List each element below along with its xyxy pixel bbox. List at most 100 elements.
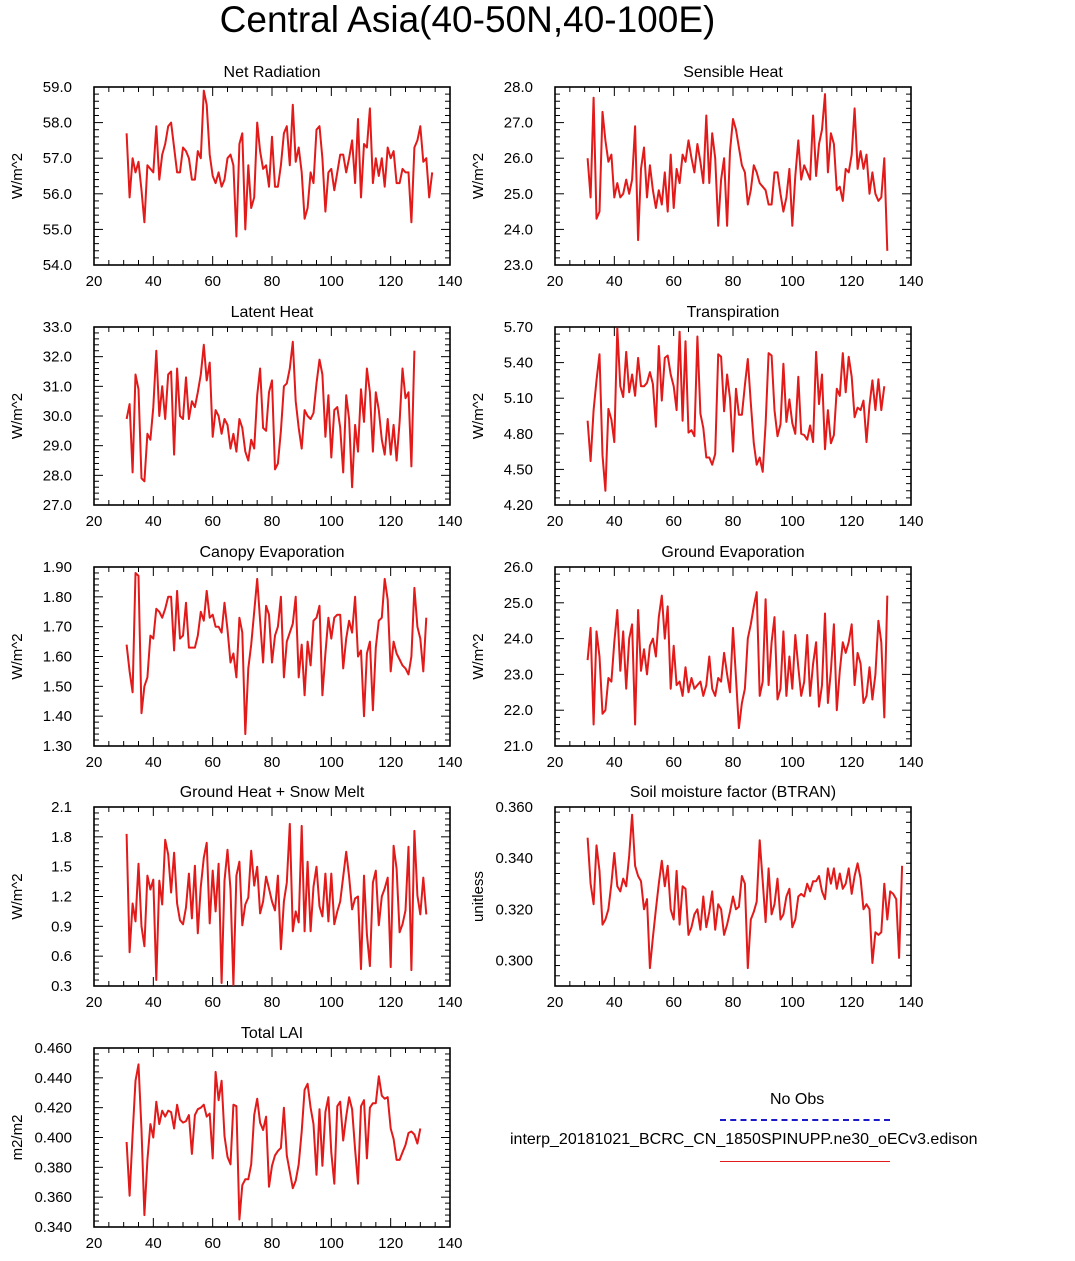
chart-title: Ground Evaporation (661, 544, 804, 561)
x-tick-label: 40 (145, 994, 162, 1011)
chart-title: Total LAI (241, 1025, 303, 1042)
x-tick-label: 80 (725, 513, 742, 530)
x-tick-label: 140 (898, 513, 923, 530)
y-tick-label: 5.40 (504, 355, 533, 372)
chart-panel-6: Ground Evaporation 20 40 60 80 100 120 140 21.0 2… (470, 544, 924, 771)
y-tick-label: 1.40 (43, 708, 72, 725)
y-tick-label: 30.0 (43, 408, 72, 425)
x-tick-label: 40 (145, 513, 162, 530)
x-tick-label: 140 (898, 273, 923, 290)
y-tick-label: 1.30 (43, 738, 72, 755)
y-tick-label: 0.340 (495, 850, 533, 867)
y-tick-label: 4.80 (504, 426, 533, 443)
x-tick-label: 100 (780, 513, 805, 530)
x-tick-label: 80 (264, 994, 281, 1011)
chart-title: Net Radiation (224, 64, 321, 81)
x-tick-label: 60 (665, 513, 682, 530)
legend-model-line (720, 1161, 890, 1162)
x-tick-label: 80 (725, 273, 742, 290)
x-tick-label: 120 (378, 513, 403, 530)
series-line (586, 813, 904, 970)
y-tick-label: 54.0 (43, 257, 72, 274)
y-tick-label: 58.0 (43, 115, 72, 132)
x-tick-label: 120 (839, 273, 864, 290)
x-tick-label: 60 (204, 754, 221, 771)
chart-title: Soil moisture factor (BTRAN) (630, 784, 836, 801)
y-axis-label: m2/m2 (9, 1115, 26, 1161)
x-tick-label: 80 (725, 994, 742, 1011)
y-tick-label: 25.0 (504, 595, 533, 612)
x-tick-label: 80 (264, 513, 281, 530)
y-tick-label: 57.0 (43, 150, 72, 167)
y-tick-label: 0.320 (495, 901, 533, 918)
y-tick-label: 32.0 (43, 349, 72, 366)
y-tick-label: 0.400 (34, 1130, 72, 1147)
x-tick-label: 140 (437, 273, 462, 290)
y-tick-label: 4.20 (504, 497, 533, 514)
x-tick-label: 80 (725, 754, 742, 771)
x-tick-label: 40 (145, 1235, 162, 1252)
x-tick-label: 80 (264, 1235, 281, 1252)
y-tick-label: 26.0 (504, 559, 533, 576)
chart-panel-1: Net Radiation 20 40 60 80 100 120 140 54.0 55.0 56… (9, 64, 463, 290)
y-tick-label: 4.50 (504, 461, 533, 478)
y-axis-label: W/m^2 (470, 393, 487, 439)
chart-title: Sensible Heat (683, 64, 783, 81)
y-tick-label: 1.60 (43, 649, 72, 666)
x-tick-label: 100 (780, 994, 805, 1011)
x-tick-label: 100 (319, 754, 344, 771)
y-tick-label: 0.440 (34, 1070, 72, 1087)
chart-panel-9: Total LAI 20 40 60 80 100 120 140 0.340 0.360 0.38… (9, 1025, 463, 1252)
y-axis-label: unitless (470, 871, 487, 922)
legend-model-label: interp_20181021_BCRC_CN_1850SPINUPP.ne30… (510, 1131, 978, 1148)
x-tick-label: 120 (839, 994, 864, 1011)
y-tick-label: 28.0 (504, 79, 533, 96)
y-axis-label: W/m^2 (9, 393, 26, 439)
y-tick-label: 0.360 (495, 799, 533, 816)
series-line (125, 1063, 422, 1221)
x-tick-label: 40 (606, 513, 623, 530)
series-line (586, 327, 886, 492)
y-tick-label: 31.0 (43, 378, 72, 395)
chart-panel-3: Latent Heat 20 40 60 80 100 120 140 27.0 28.0 29.0… (9, 304, 463, 530)
chart-title: Latent Heat (231, 304, 314, 321)
x-tick-label: 100 (780, 754, 805, 771)
x-tick-label: 120 (378, 273, 403, 290)
x-tick-label: 20 (86, 994, 103, 1011)
chart-panel-8: Soil moisture factor (BTRAN) 20 40 60 80 100 1… (470, 784, 924, 1011)
y-tick-label: 1.90 (43, 559, 72, 576)
y-tick-label: 0.340 (34, 1219, 72, 1236)
y-tick-label: 0.9 (51, 918, 72, 935)
page-title: Central Asia(40-50N,40-100E) (219, 0, 716, 40)
x-tick-label: 40 (606, 273, 623, 290)
y-tick-label: 1.2 (51, 889, 72, 906)
plot-frame (93, 1047, 451, 1228)
chart-panel-2: Sensible Heat 20 40 60 80 100 120 140 23.0 24.0 25… (470, 64, 924, 290)
x-tick-label: 60 (204, 994, 221, 1011)
y-tick-label: 55.0 (43, 221, 72, 238)
y-tick-label: 22.0 (504, 702, 533, 719)
x-tick-label: 20 (547, 994, 564, 1011)
y-tick-label: 0.360 (34, 1189, 72, 1206)
x-tick-label: 140 (437, 994, 462, 1011)
chart-title: Transpiration (687, 304, 780, 321)
y-tick-label: 25.0 (504, 186, 533, 203)
chart-panel-5: Canopy Evaporation 20 40 60 80 100 120 140 1.30 1… (9, 544, 463, 771)
y-tick-label: 24.0 (504, 221, 533, 238)
y-tick-label: 27.0 (504, 115, 533, 132)
x-tick-label: 80 (264, 754, 281, 771)
chart-title: Ground Heat + Snow Melt (180, 784, 365, 801)
y-tick-label: 1.5 (51, 859, 72, 876)
x-tick-label: 20 (86, 513, 103, 530)
x-tick-label: 100 (780, 273, 805, 290)
y-tick-label: 1.50 (43, 678, 72, 695)
x-tick-label: 40 (145, 273, 162, 290)
y-axis-label: W/m^2 (470, 633, 487, 679)
x-tick-label: 60 (665, 273, 682, 290)
y-tick-label: 0.300 (495, 952, 533, 969)
chart-panel-4: Transpiration 20 40 60 80 100 120 140 4.20 4.50 4.… (470, 304, 924, 530)
x-tick-label: 20 (86, 1235, 103, 1252)
legend-obs-label: No Obs (770, 1091, 825, 1108)
y-tick-label: 28.0 (43, 467, 72, 484)
x-tick-label: 20 (547, 513, 564, 530)
